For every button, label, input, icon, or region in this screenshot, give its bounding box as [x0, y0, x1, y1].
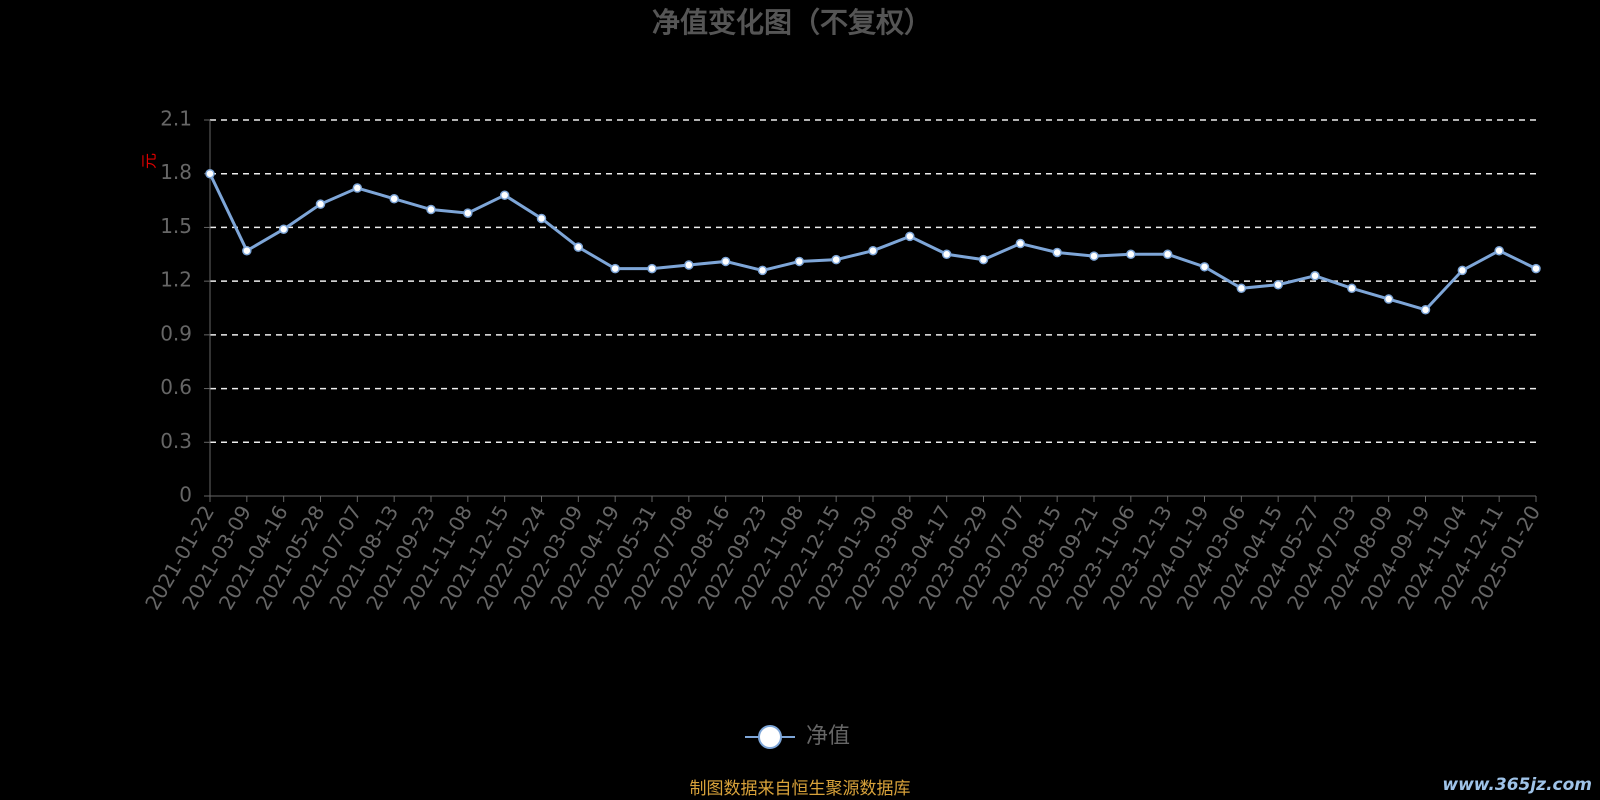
data-point: [315, 199, 326, 209]
data-point: [647, 263, 657, 274]
data-point: [1420, 305, 1431, 315]
data-point: [1236, 283, 1247, 294]
y-tick-label: 2.1: [160, 107, 192, 131]
y-tick-label: 0.6: [160, 375, 192, 399]
data-point: [610, 263, 620, 274]
data-point: [1162, 249, 1173, 260]
data-point: [684, 260, 694, 270]
data-point: [1089, 251, 1099, 261]
data-point: [1531, 263, 1541, 274]
data-point: [1126, 249, 1136, 260]
data-point: [978, 254, 989, 265]
legend-label: 净值: [806, 724, 850, 749]
y-tick-label: 1.2: [160, 268, 192, 292]
data-point: [1383, 294, 1394, 304]
data-point: [205, 168, 215, 179]
data-point: [573, 242, 584, 252]
data-point: [426, 204, 436, 215]
y-tick-label: 1.8: [160, 160, 192, 184]
data-point: [1310, 271, 1320, 281]
data-point: [868, 245, 878, 256]
data-point: [499, 190, 510, 200]
y-tick-label: 0.9: [160, 321, 192, 345]
y-tick-label: 1.5: [160, 214, 192, 238]
y-tick-label: 0: [179, 483, 192, 507]
data-point: [757, 265, 768, 276]
data-point: [941, 249, 952, 260]
data-point: [1052, 247, 1062, 258]
y-tick-label: 0.3: [160, 429, 192, 453]
data-point: [463, 208, 473, 218]
data-point: [794, 256, 805, 267]
data-point: [278, 224, 289, 234]
data-point: [905, 231, 915, 242]
chart-title: 净值变化图（不复权）: [652, 6, 932, 39]
source-note: 制图数据来自恒生聚源数据库: [690, 779, 911, 799]
legend-marker: [758, 725, 782, 749]
data-point: [389, 194, 399, 204]
data-point: [1015, 238, 1026, 249]
data-point: [1347, 283, 1357, 294]
data-point: [1273, 279, 1283, 290]
data-point: [1457, 265, 1468, 276]
data-point: [720, 256, 731, 267]
data-point: [352, 183, 363, 193]
y-unit: 元: [140, 153, 159, 169]
data-point: [831, 254, 841, 265]
data-point: [242, 245, 252, 256]
data-point: [536, 213, 547, 224]
data-point: [1494, 245, 1504, 256]
watermark: www.365jz.com: [1442, 775, 1592, 795]
data-point: [1199, 262, 1210, 272]
